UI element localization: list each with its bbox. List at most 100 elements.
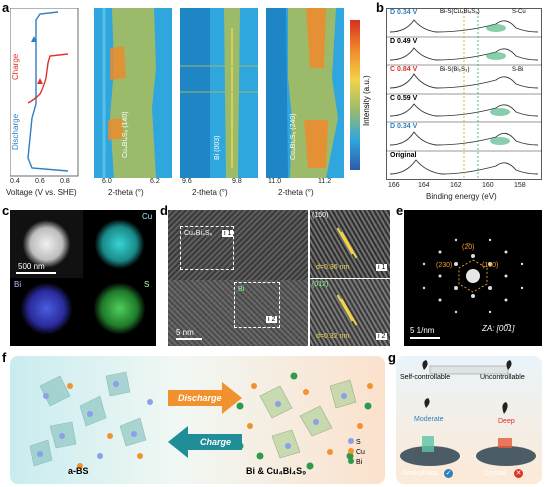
- haadf-image: [10, 210, 83, 278]
- map1-xlabel: 2-theta (°): [108, 188, 144, 197]
- spot-label-1: (2̅0): [462, 244, 475, 251]
- map2-xlabel: 2-theta (°): [192, 188, 228, 197]
- comparison-schematic: Self-controllable Uncontrollable Moderat…: [396, 356, 542, 484]
- self-controllable-label: Self-controllable: [400, 374, 451, 381]
- eds-scale-label: 500 nm: [18, 262, 45, 271]
- inset-1: (150) d=0.36 nm i 1: [310, 210, 390, 278]
- eds-maps: Cu Bi S 500 nm: [10, 210, 156, 346]
- xps-legend-1: Bi-S(Cu₄Bi₄S₉): [440, 9, 480, 15]
- bi-map-label: Bi: [14, 280, 22, 289]
- spot-label-3: (150): [482, 262, 499, 269]
- volt-tick-3: 0.8: [60, 178, 70, 185]
- inset-2: (012) d=0.32 nm i 2: [310, 279, 390, 346]
- inset-2-d: d=0.32 nm: [316, 333, 350, 340]
- map3-xlabel: 2-theta (°): [278, 188, 314, 197]
- cross-icon: ✕: [514, 469, 523, 478]
- eds-scale-bar: [16, 272, 56, 274]
- inset-1-plane: (150): [312, 212, 329, 219]
- inset-2-tag: i 2: [376, 333, 388, 340]
- map2-tick-2: 9.8: [232, 178, 242, 185]
- moderate-label: Moderate: [414, 416, 444, 423]
- xrd-map-2: [180, 8, 258, 178]
- uncontrollable-label: Uncontrollable: [480, 374, 525, 381]
- legend-s: S: [355, 439, 361, 446]
- panel-b-label: b: [376, 0, 384, 15]
- xrd-map-1: [94, 8, 172, 178]
- deep-label: Deep: [498, 418, 515, 425]
- xps-row-3: C 0.84 V: [390, 66, 418, 73]
- voltage-axis-title: Voltage (V vs. SHE): [6, 188, 77, 197]
- box-1-tag: i 1: [222, 230, 234, 237]
- map3-tick-1: 11.0: [268, 178, 282, 185]
- xps-row-5: D 0.34 V: [390, 123, 418, 130]
- map3-tick-2: 11.2: [318, 178, 332, 185]
- be-xlabel: Binding energy (eV): [426, 192, 497, 201]
- legend-cu: Cu: [355, 449, 365, 456]
- structure-illustration: [29, 371, 373, 470]
- be-tick-5: 158: [514, 182, 526, 189]
- xps-legend-4: S-Bi: [512, 67, 524, 73]
- be-tick-2: 164: [418, 182, 430, 189]
- saed-pattern: [404, 210, 542, 346]
- panel-g-label: g: [388, 350, 396, 365]
- be-tick-3: 162: [450, 182, 462, 189]
- crystal-label: Crystal: [484, 470, 506, 477]
- volt-tick-1: 0.4: [10, 178, 20, 185]
- xrd-map-3: [266, 8, 344, 178]
- mechanism-schematic: Discharge Charge a-BS Bi & Cu₄Bi₄S₉ S Cu…: [10, 356, 385, 484]
- spot-label-2: (230): [436, 262, 453, 269]
- hrtem-image: Cu₄Bi₄S₉ i 1 Bi i 2 5 nm: [168, 210, 308, 346]
- hrtem-scale-label: 5 nm: [176, 328, 194, 337]
- inset-1-d: d=0.36 nm: [316, 264, 350, 271]
- map2-peak-label: Bi (003): [214, 135, 221, 160]
- product-name: Bi & Cu₄Bi₄S₉: [246, 466, 307, 476]
- voltage-profile: [10, 8, 79, 177]
- s-map: [83, 278, 156, 346]
- charge-label: Charge: [11, 53, 20, 80]
- xps-row-4: C 0.59 V: [390, 95, 418, 102]
- panel-a-label: a: [2, 0, 10, 15]
- atom-legend: S Cu Bi: [348, 438, 365, 468]
- map2-tick-1: 9.6: [182, 178, 192, 185]
- legend-bi: Bi: [355, 459, 363, 466]
- zone-axis-label: ZA: [00̅1]: [482, 324, 515, 333]
- xps-row-2: D 0.49 V: [390, 38, 418, 45]
- discharge-label: Discharge: [11, 113, 20, 150]
- saed-scale-label: 5 1/nm: [410, 326, 435, 335]
- box-2-tag: i 2: [266, 316, 278, 323]
- panel-d-label: d: [160, 203, 168, 218]
- hrtem-scale-bar: [176, 338, 202, 340]
- xps-spectra: [386, 8, 542, 180]
- panel-f-label: f: [2, 350, 7, 365]
- region-box-2: [234, 282, 280, 328]
- panel-c-label: c: [2, 203, 10, 218]
- map1-peak-label: Cu₄Bi₄S₉ (140): [122, 111, 129, 158]
- map1-tick-2: 6.2: [150, 178, 160, 185]
- inset-1-tag: i 1: [376, 264, 388, 271]
- map1-tick-1: 6.0: [102, 178, 112, 185]
- inset-2-plane: (012): [312, 281, 329, 288]
- discharge-arrow-label: Discharge: [178, 393, 222, 403]
- map3-peak-label: Cu₄Bi₄S₉ (240): [290, 113, 297, 160]
- xps-legend-2: S-Cu: [512, 9, 526, 15]
- xps-legend-3: Bi-S(Bi₂S₃): [440, 67, 470, 73]
- colorbar: [350, 20, 360, 170]
- check-icon: ✓: [444, 469, 453, 478]
- volt-tick-2: 0.6: [35, 178, 45, 185]
- charge-arrow-label: Charge: [200, 437, 232, 447]
- bi-map: [10, 278, 83, 346]
- xps-row-1: D 0.34 V: [390, 9, 418, 16]
- be-tick-1: 166: [388, 182, 400, 189]
- amorphous-label: Amorphous: [402, 470, 438, 477]
- s-map-label: S: [144, 280, 150, 289]
- cu-map-label: Cu: [142, 212, 153, 221]
- region-box-1: [180, 226, 234, 270]
- amorphous-name: a-BS: [68, 466, 89, 476]
- be-tick-4: 160: [482, 182, 494, 189]
- colorbar-label: Intensity (a.u.): [362, 75, 371, 126]
- panel-e-label: e: [396, 203, 404, 218]
- xps-row-6: Original: [390, 152, 417, 159]
- cu-map: [83, 210, 156, 278]
- phase-label: Cu₄Bi₄S₉: [184, 230, 213, 237]
- bi-label: Bi: [238, 286, 245, 293]
